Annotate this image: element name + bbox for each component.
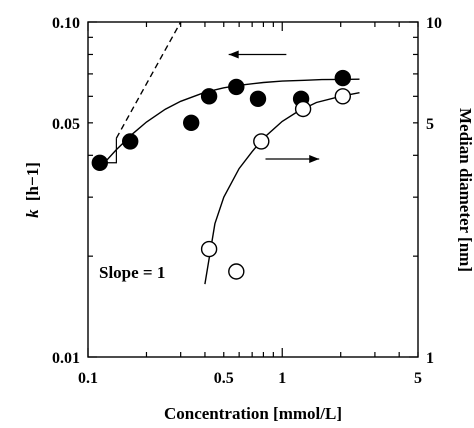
- left-axis-arrow-head: [228, 50, 239, 59]
- data-points: [91, 69, 351, 280]
- open-point: [200, 240, 218, 258]
- plot-frame: [87, 21, 419, 358]
- y-left-title-unit: [h−1]: [23, 162, 42, 201]
- x-tick-label: 0.5: [214, 370, 234, 387]
- filled-point: [334, 69, 351, 87]
- fit-curve-2: [204, 92, 360, 285]
- filled-point: [121, 133, 139, 150]
- y-right-tick-label: 1: [426, 350, 434, 367]
- slope-label: Slope = 1: [99, 263, 165, 282]
- y-right-tick-label: 5: [426, 116, 434, 133]
- open-point: [253, 133, 270, 150]
- fit-curve-1: [99, 78, 360, 169]
- y-left-title-main: k: [23, 209, 42, 218]
- filled-point: [249, 90, 267, 108]
- y-right-axis-title: Median diameter [nm]: [456, 108, 474, 272]
- x-tick-label: 0.1: [78, 370, 98, 387]
- filled-point: [182, 114, 200, 132]
- open-point: [334, 88, 351, 105]
- ticks: [87, 21, 419, 358]
- x-tick-label: 5: [414, 370, 422, 387]
- fit-curves: [99, 21, 360, 285]
- filled-point: [91, 154, 109, 172]
- x-tick-label: 1: [278, 370, 286, 387]
- y-left-tick-label: 0.10: [52, 15, 80, 32]
- open-point: [294, 100, 312, 118]
- x-axis-title: Concentration [mmol/L]: [164, 404, 342, 423]
- y-left-tick-label: 0.01: [52, 350, 80, 367]
- right-axis-arrow-head: [309, 154, 320, 163]
- filled-point: [228, 78, 245, 96]
- fit-curve-3: [115, 21, 182, 139]
- y-right-tick-label: 10: [426, 15, 442, 32]
- filled-point: [200, 88, 218, 105]
- y-left-tick-label: 0.05: [52, 116, 80, 133]
- open-point: [228, 263, 245, 280]
- annotations: [99, 50, 320, 164]
- y-left-axis-title: k [h−1]: [23, 162, 42, 218]
